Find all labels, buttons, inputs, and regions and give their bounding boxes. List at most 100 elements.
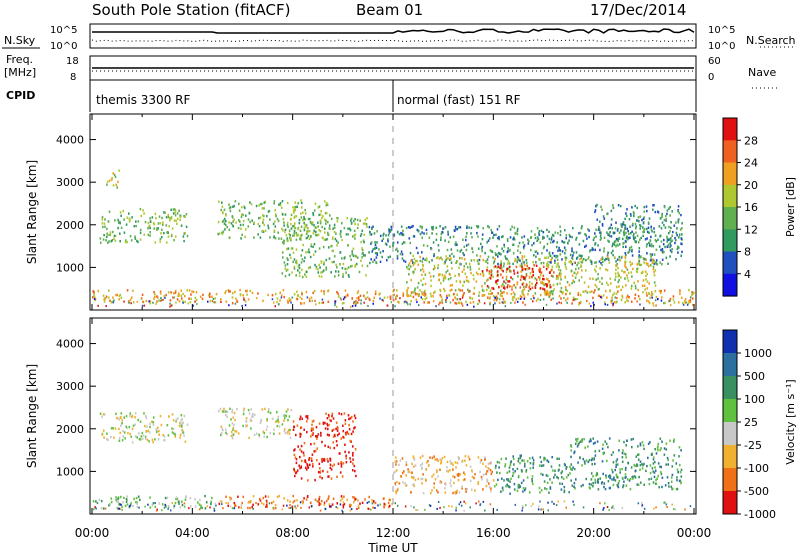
echo-cell (672, 298, 675, 301)
echo-cell (332, 236, 334, 239)
echo-cell (680, 449, 682, 452)
echo-cell (354, 448, 357, 451)
echo-cell (183, 232, 186, 235)
echo-cell (231, 408, 234, 412)
echo-cell (481, 245, 484, 249)
echo-cell (401, 457, 404, 460)
echo-cell (197, 501, 199, 504)
echo-cell (173, 504, 176, 508)
echo-cell (299, 235, 302, 239)
echo-cell (107, 296, 110, 299)
echo-cell (228, 304, 230, 307)
noise-left-tick-top: 10^5 (50, 25, 77, 36)
echo-cell (671, 248, 673, 251)
echo-cell (599, 220, 601, 223)
echo-cell (315, 265, 318, 269)
echo-cell (391, 502, 393, 506)
echo-cell (643, 284, 646, 287)
echo-cell (524, 462, 526, 466)
echo-cell (491, 287, 493, 290)
echo-cell (648, 482, 651, 486)
echo-cell (675, 488, 678, 491)
echo-cell (573, 261, 576, 264)
echo-cell (565, 467, 567, 470)
echo-cell (573, 298, 575, 301)
echo-cell (301, 500, 303, 503)
echo-cell (594, 209, 597, 212)
echo-cell (314, 498, 317, 501)
echo-cell (125, 498, 128, 501)
echo-cell (601, 263, 603, 266)
echo-cell (327, 220, 329, 224)
echo-cell (646, 209, 648, 213)
echo-cell (498, 237, 500, 241)
echo-cell (652, 462, 655, 465)
echo-cell (318, 263, 320, 267)
echo-cell (565, 506, 567, 509)
echo-cell (431, 475, 433, 478)
echo-cell (306, 463, 308, 466)
echo-cell (652, 245, 655, 248)
echo-cell (410, 505, 412, 508)
echo-cell (598, 228, 601, 231)
echo-cell (516, 227, 519, 231)
echo-cell (653, 271, 655, 274)
echo-cell (413, 289, 416, 292)
echo-cell (194, 498, 196, 501)
colorbar-swatch (723, 445, 737, 469)
echo-cell (327, 413, 330, 417)
echo-cell (607, 239, 609, 242)
echo-cell (437, 491, 439, 494)
echo-cell (618, 255, 621, 259)
echo-cell (653, 253, 656, 256)
echo-cell (575, 267, 577, 271)
echo-cell (388, 504, 391, 508)
echo-cell (416, 301, 418, 304)
echo-cell (286, 263, 289, 266)
echo-cell (281, 251, 284, 254)
echo-cell (523, 293, 525, 297)
echo-cell (655, 261, 657, 264)
echo-cell (679, 290, 681, 293)
echo-cell (341, 302, 344, 305)
echo-cell (379, 251, 382, 254)
echo-cell (107, 241, 109, 244)
echo-cell (535, 283, 537, 287)
echo-cell (125, 501, 128, 503)
echo-cell (540, 262, 543, 265)
echo-cell (444, 226, 447, 229)
echo-cell (147, 227, 149, 230)
echo-cell (175, 301, 177, 304)
echo-cell (257, 292, 259, 295)
echo-cell (233, 507, 236, 510)
echo-cell (308, 251, 311, 254)
echo-cell (581, 254, 583, 258)
echo-cell (313, 224, 315, 227)
echo-cell (597, 273, 599, 276)
echo-cell (666, 476, 669, 479)
echo-cell (273, 229, 276, 232)
echo-cell (263, 435, 266, 438)
echo-cell (637, 445, 639, 448)
echo-cell (276, 495, 279, 499)
echo-cell (420, 296, 422, 299)
echo-cell (306, 230, 308, 233)
echo-cell (461, 487, 463, 490)
echo-cell (530, 298, 532, 300)
echo-cell (252, 503, 254, 506)
echo-cell (309, 299, 311, 303)
echo-cell (349, 503, 351, 506)
echo-cell (111, 300, 114, 303)
echo-cell (678, 218, 680, 221)
echo-cell (566, 289, 569, 293)
echo-cell (498, 461, 501, 464)
echo-cell (381, 255, 383, 259)
echo-cell (577, 443, 580, 446)
echo-cell (300, 199, 302, 202)
echo-cell (647, 456, 649, 460)
echo-cell (339, 503, 342, 506)
echo-cell (608, 232, 610, 236)
echo-cell (654, 460, 656, 464)
echo-cell (354, 222, 356, 226)
